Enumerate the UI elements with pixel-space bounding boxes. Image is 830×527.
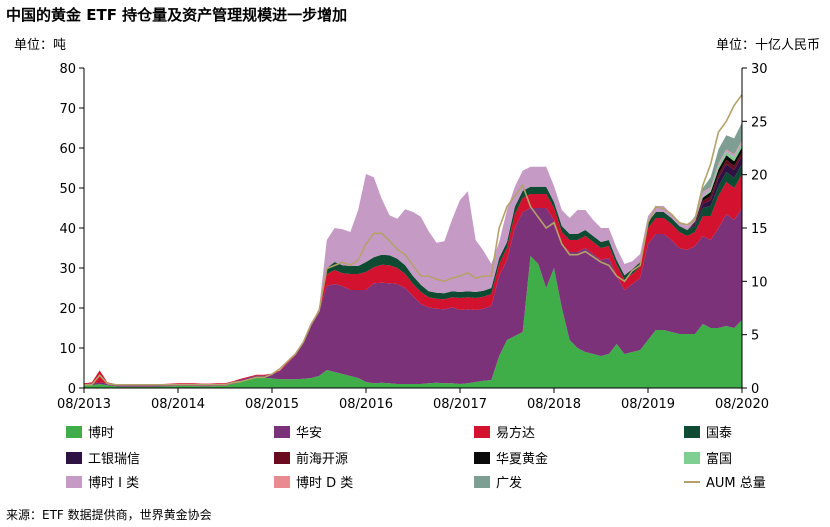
right-tick-label-2: 10 <box>751 275 768 290</box>
legend-label-5: 工银瑞信 <box>88 452 140 467</box>
legend-swatch-6 <box>274 452 290 464</box>
left-tick-label-5: 50 <box>59 182 76 197</box>
area-series-1 <box>84 256 742 388</box>
left-tick-label-7: 70 <box>59 102 76 117</box>
legend-swatch-3 <box>474 426 490 438</box>
area-series-2 <box>84 208 742 387</box>
aum-line-layer <box>84 94 743 386</box>
left-axis-unit: 单位：吨 <box>14 38 67 53</box>
left-tick-label-8: 80 <box>59 62 76 77</box>
legend-swatch-9 <box>66 476 82 488</box>
x-tick-label-6: 08/2019 <box>621 397 675 412</box>
right-axis-unit: 单位：十亿人民币 <box>715 38 820 53</box>
chart-title: 中国的黄金 ETF 持仓量及资产管理规模进一步增加 <box>6 6 348 24</box>
legend-label-6: 前海开源 <box>296 451 348 467</box>
left-tick-label-2: 20 <box>59 302 76 317</box>
legend-swatch-11 <box>474 476 490 488</box>
right-tick-label-5: 25 <box>751 115 768 130</box>
right-tick-label-3: 15 <box>751 222 768 237</box>
source-note: 来源：ETF 数据提供商，世界黄金协会 <box>6 508 212 522</box>
legend-label-7: 华夏黄金 <box>496 451 548 467</box>
right-tick-label-4: 20 <box>751 169 768 184</box>
legend-label-4: 国泰 <box>706 426 732 441</box>
legend-label-12: AUM 总量 <box>706 476 766 491</box>
legend-swatch-2 <box>274 426 290 438</box>
left-tick-label-4: 40 <box>59 222 76 237</box>
x-tick-label-7: 08/2020 <box>715 397 769 412</box>
legend-swatch-4 <box>684 426 700 438</box>
legend-label-1: 博时 <box>88 426 114 441</box>
area-series-9 <box>84 141 742 385</box>
stacked-area-layer <box>84 122 742 388</box>
x-tick-label-3: 08/2016 <box>339 397 393 412</box>
legend-swatch-10 <box>274 476 290 488</box>
gold-etf-chart: 0 10 20 30 40 50 60 70 80 0 5 10 15 20 25 30 08/2013 08/2… <box>57 62 769 491</box>
legend-swatch-7 <box>474 452 490 464</box>
right-tick-label-6: 30 <box>751 62 768 77</box>
right-tick-label-1: 5 <box>751 329 759 344</box>
legend-label-10: 博时 D 类 <box>296 476 353 491</box>
legend-label-9: 博时 I 类 <box>88 476 139 491</box>
left-tick-label-6: 60 <box>59 142 76 157</box>
x-tick-label-5: 08/2018 <box>527 397 581 412</box>
left-tick-label-0: 0 <box>68 382 76 397</box>
legend-label-2: 华安 <box>296 426 322 441</box>
x-tick-label-2: 08/2015 <box>245 397 299 412</box>
x-tick-label-1: 08/2014 <box>151 397 205 412</box>
legend-label-3: 易方达 <box>496 425 535 441</box>
legend-swatch-1 <box>66 426 82 438</box>
left-tick-label-3: 30 <box>59 262 76 277</box>
x-tick-label-4: 08/2017 <box>433 397 487 412</box>
legend-swatch-8 <box>684 452 700 464</box>
legend-swatch-5 <box>66 452 82 464</box>
left-tick-label-1: 10 <box>59 342 76 357</box>
right-tick-label-0: 0 <box>751 382 759 397</box>
legend-label-11: 广发 <box>496 475 522 491</box>
x-tick-label-0: 08/2013 <box>57 397 111 412</box>
legend-label-8: 富国 <box>706 451 732 467</box>
aum-line <box>84 94 743 386</box>
axes-layer: 0 10 20 30 40 50 60 70 80 0 5 10 15 20 25 30 08/2013 08/2… <box>57 62 769 412</box>
